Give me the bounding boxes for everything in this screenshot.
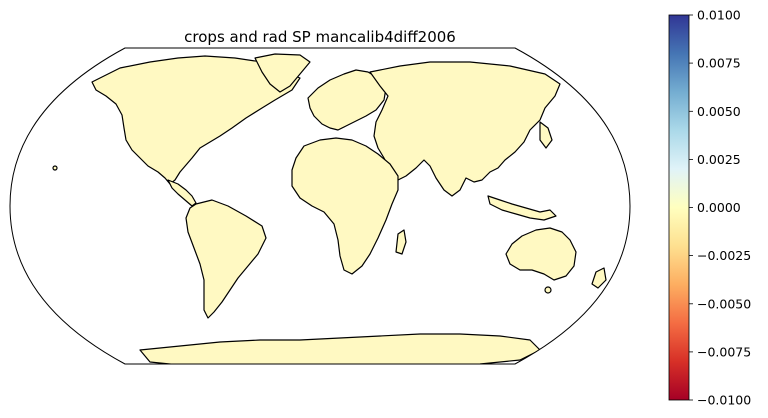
colorbar-tick-label: −0.0025	[697, 248, 751, 263]
asia-landmass	[369, 61, 561, 197]
central-america-landmass	[167, 179, 197, 207]
north-america-landmass	[91, 55, 301, 185]
colorbar-tick-label: 0.0075	[697, 56, 741, 71]
madagascar-landmass	[395, 229, 407, 255]
new-zealand-landmass	[591, 267, 607, 289]
colorbar-tick-label: 0.0000	[697, 200, 741, 215]
indonesia-islands	[487, 195, 557, 221]
colorbar-tick-label: 0.0050	[697, 104, 741, 119]
antarctica-landmass	[139, 333, 541, 364]
colorbar-tick-label: −0.0075	[697, 344, 751, 359]
south-america-landmass	[185, 199, 267, 319]
colorbar-tick-label: −0.0100	[697, 393, 751, 408]
tasmania-island	[544, 286, 552, 294]
africa-landmass	[291, 137, 399, 275]
greenland-landmass	[254, 53, 311, 93]
colorbar-tick-label: 0.0025	[697, 152, 741, 167]
colorbar-gradient	[668, 14, 690, 401]
colorbar-tick-label: −0.0050	[697, 296, 751, 311]
colorbar-ticks: 0.0100 0.0075 0.0050 0.0025 0.0000 −0.00…	[689, 8, 751, 408]
japan-islands	[539, 121, 553, 149]
colorbar-tick-label: 0.0100	[697, 8, 741, 23]
map-panel	[52, 53, 607, 364]
australia-landmass	[505, 227, 577, 281]
map-boundary	[9, 47, 631, 365]
colorbar: 0.0100 0.0075 0.0050 0.0025 0.0000 −0.00…	[668, 8, 751, 408]
map-title: crops and rad SP mancalib4diff2006	[184, 28, 456, 46]
europe-landmass	[307, 69, 387, 131]
hawaii-island	[52, 165, 58, 171]
